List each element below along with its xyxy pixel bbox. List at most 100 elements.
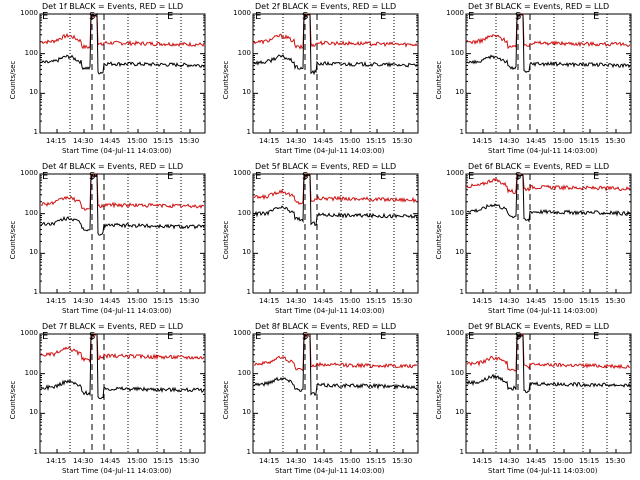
events-series xyxy=(254,333,418,397)
events-series xyxy=(466,174,631,223)
y-tick-label: 1 xyxy=(33,448,38,456)
y-tick-label: 100 xyxy=(24,368,38,377)
x-axis-label: Start Time (04-Jul-11 14:03:00) xyxy=(488,147,598,155)
y-tick-label: 1 xyxy=(246,448,251,456)
x-tick-label: 15:00 xyxy=(553,457,574,465)
y-tick-label: 1 xyxy=(459,288,464,296)
plot-svg xyxy=(39,172,206,294)
x-axis-label: Start Time (04-Jul-11 14:03:00) xyxy=(275,467,385,475)
y-axis-label: Counts/sec xyxy=(9,220,17,260)
x-tick-label: 15:30 xyxy=(179,137,200,145)
x-axis-label: Start Time (04-Jul-11 14:03:00) xyxy=(275,147,385,155)
x-axis-label: Start Time (04-Jul-11 14:03:00) xyxy=(488,307,598,315)
x-tick-label: 15:15 xyxy=(579,457,600,465)
time-marker-label: S xyxy=(515,11,522,22)
time-marker-label: E xyxy=(380,11,387,22)
x-tick-label: 15:00 xyxy=(553,137,574,145)
y-tick-label: 10 xyxy=(455,88,464,97)
time-marker-label: E xyxy=(255,11,262,22)
y-axis-label: Counts/sec xyxy=(222,380,230,420)
time-marker-label: S xyxy=(89,331,96,342)
x-tick-label: 14:45 xyxy=(526,137,547,145)
chart-title: Det 6f BLACK = Events, RED = LLD xyxy=(468,162,610,171)
x-tick-label: 15:15 xyxy=(366,137,387,145)
y-tick-label: 100 xyxy=(237,368,251,377)
x-tick-label: 15:15 xyxy=(153,137,174,145)
x-tick-label: 14:15 xyxy=(472,457,493,465)
time-marker-label: E xyxy=(167,11,174,22)
detector-panel: Det 8f BLACK = Events, RED = LLD Counts/s… xyxy=(213,320,426,480)
time-marker-label: E xyxy=(255,171,262,182)
time-marker-label: E xyxy=(42,331,49,342)
x-tick-label: 14:30 xyxy=(499,297,520,305)
chart-title: Det 4f BLACK = Events, RED = LLD xyxy=(42,162,184,171)
plot-frame xyxy=(252,333,419,454)
x-tick-label: 14:30 xyxy=(286,297,307,305)
y-tick-label: 1 xyxy=(246,288,251,296)
y-axis-label: Counts/sec xyxy=(435,60,443,100)
x-tick-label: 14:30 xyxy=(286,457,307,465)
lld-series xyxy=(253,13,418,50)
x-axis-label: Start Time (04-Jul-11 14:03:00) xyxy=(62,307,172,315)
plot-frame xyxy=(39,333,206,454)
y-tick-label: 10 xyxy=(242,248,251,257)
x-tick-label: 14:15 xyxy=(46,457,67,465)
y-tick-label: 10 xyxy=(29,88,38,97)
y-axis-label: Counts/sec xyxy=(9,60,17,100)
time-marker-label: E xyxy=(593,11,600,22)
x-tick-label: 15:30 xyxy=(392,137,413,145)
plot-svg xyxy=(252,13,419,134)
detector-panel: Det 7f BLACK = Events, RED = LLD Counts/s… xyxy=(0,320,213,480)
chart-title: Det 9f BLACK = Events, RED = LLD xyxy=(468,322,610,331)
y-tick-label: 100 xyxy=(237,48,251,57)
detector-panel: Det 4f BLACK = Events, RED = LLD Counts/s… xyxy=(0,160,213,320)
detector-panel: Det 1f BLACK = Events, RED = LLD Counts/s… xyxy=(0,0,213,160)
y-tick-label: 10 xyxy=(242,88,251,97)
y-tick-label: 1 xyxy=(246,128,251,136)
time-marker-label: E xyxy=(593,331,600,342)
chart-title: Det 2f BLACK = Events, RED = LLD xyxy=(255,2,397,11)
detector-panel: Det 6f BLACK = Events, RED = LLD Counts/s… xyxy=(426,160,639,320)
chart-title: Det 7f BLACK = Events, RED = LLD xyxy=(42,322,184,331)
time-marker-label: E xyxy=(593,171,600,182)
plot-frame xyxy=(465,13,632,134)
y-tick-label: 1 xyxy=(459,448,464,456)
plot-svg xyxy=(252,333,419,454)
x-tick-label: 15:00 xyxy=(340,137,361,145)
detector-panel: Det 3f BLACK = Events, RED = LLD Counts/s… xyxy=(426,0,639,160)
y-tick-label: 1 xyxy=(33,128,38,136)
detector-panel: Det 9f BLACK = Events, RED = LLD Counts/s… xyxy=(426,320,639,480)
y-tick-label: 100 xyxy=(450,368,464,377)
x-tick-label: 14:45 xyxy=(526,297,547,305)
x-axis-label: Start Time (04-Jul-11 14:03:00) xyxy=(275,307,385,315)
chart-title: Det 3f BLACK = Events, RED = LLD xyxy=(468,2,610,11)
x-tick-label: 15:15 xyxy=(366,457,387,465)
y-tick-label: 1 xyxy=(33,288,38,296)
x-tick-label: 15:30 xyxy=(605,137,626,145)
x-tick-label: 15:30 xyxy=(392,457,413,465)
y-tick-label: 10 xyxy=(455,248,464,257)
time-marker-label: E xyxy=(42,171,49,182)
x-tick-label: 14:30 xyxy=(73,457,94,465)
y-axis-label: Counts/sec xyxy=(435,220,443,260)
chart-title: Det 8f BLACK = Events, RED = LLD xyxy=(255,322,397,331)
y-tick-label: 1000 xyxy=(20,169,38,177)
x-tick-label: 14:15 xyxy=(472,297,493,305)
y-tick-label: 1000 xyxy=(20,329,38,337)
lld-series xyxy=(40,13,205,50)
x-tick-label: 15:30 xyxy=(179,297,200,305)
x-tick-label: 14:15 xyxy=(46,137,67,145)
plot-frame xyxy=(465,333,632,454)
y-axis-label: Counts/sec xyxy=(435,380,443,420)
x-tick-label: 14:45 xyxy=(526,457,547,465)
x-tick-label: 14:30 xyxy=(73,137,94,145)
x-tick-label: 15:00 xyxy=(127,297,148,305)
x-tick-label: 15:30 xyxy=(605,297,626,305)
x-tick-label: 15:15 xyxy=(579,137,600,145)
lld-series xyxy=(466,13,631,50)
y-tick-label: 100 xyxy=(237,208,251,217)
chart-title: Det 1f BLACK = Events, RED = LLD xyxy=(42,2,184,11)
time-marker-label: E xyxy=(468,331,475,342)
x-tick-label: 15:00 xyxy=(340,457,361,465)
